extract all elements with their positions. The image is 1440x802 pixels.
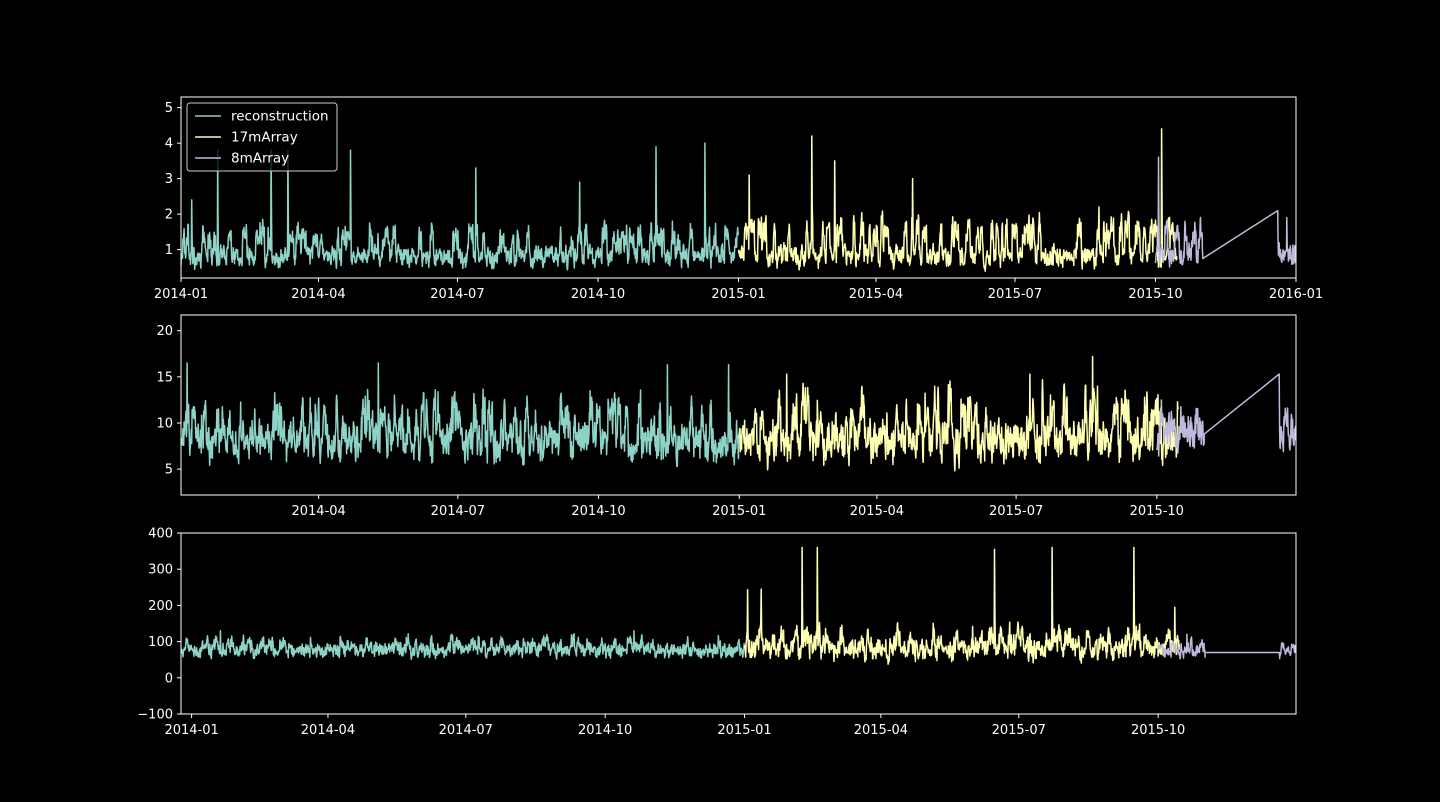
x-tick-label: 2014-01 bbox=[154, 287, 208, 302]
legend-label: reconstruction bbox=[231, 109, 329, 125]
series-line-17mArray bbox=[738, 355, 1179, 472]
series-line-reconstruction bbox=[181, 362, 741, 468]
x-tick-label: 2016-01 bbox=[1269, 287, 1323, 302]
y-tick-label: 400 bbox=[148, 527, 173, 542]
panel-3: −100 0 100 200 300 400 2014-01 2014-04 2014-07 20… bbox=[137, 527, 1297, 738]
series-line-reconstruction bbox=[181, 142, 740, 271]
y-tick-label: 5 bbox=[165, 101, 173, 116]
x-tick-label: 2015-04 bbox=[854, 723, 908, 738]
y-tick-label: 15 bbox=[156, 370, 173, 385]
y-tick-label: 1 bbox=[165, 243, 173, 258]
y-tick-label: 300 bbox=[148, 563, 173, 578]
x-tick-label: 2015-01 bbox=[717, 723, 771, 738]
x-tick-label: 2015-10 bbox=[1130, 504, 1184, 519]
series-line-17mArray bbox=[737, 128, 1178, 272]
y-tick-label: 200 bbox=[148, 599, 173, 614]
panel-2: 5 10 15 20 2014-04 2014-07 2014-10 2015-01 2015-… bbox=[156, 314, 1297, 519]
legend-label: 8mArray bbox=[231, 151, 289, 167]
x-tick-label: 2014-07 bbox=[439, 723, 493, 738]
legend: reconstruction 17mArray 8mArray bbox=[186, 102, 338, 172]
x-tick-label: 2015-04 bbox=[849, 287, 903, 302]
x-tick-label: 2014-07 bbox=[431, 504, 485, 519]
x-tick-label: 2015-10 bbox=[1131, 723, 1185, 738]
y-tick-label: 5 bbox=[165, 463, 173, 478]
x-tick-label: 2015-07 bbox=[992, 723, 1046, 738]
series-line-17mArray bbox=[743, 546, 1181, 665]
x-tick-label: 2015-07 bbox=[989, 504, 1043, 519]
y-tick-label: 4 bbox=[165, 137, 173, 152]
series-line-8mArray bbox=[1154, 156, 1296, 268]
x-tick-label: 2015-10 bbox=[1128, 287, 1182, 302]
x-tick-label: 2014-07 bbox=[430, 287, 484, 302]
y-tick-label: 3 bbox=[165, 172, 173, 187]
x-tick-label: 2014-04 bbox=[291, 287, 345, 302]
x-tick-label: 2014-10 bbox=[578, 723, 632, 738]
y-tick-label: −100 bbox=[137, 708, 173, 723]
y-tick-label: 2 bbox=[165, 208, 173, 223]
series-line-8mArray bbox=[1156, 373, 1296, 457]
x-tick-label: 2015-07 bbox=[988, 287, 1042, 302]
x-tick-label: 2014-04 bbox=[291, 504, 345, 519]
x-tick-label: 2014-10 bbox=[571, 504, 625, 519]
y-tick-label: 20 bbox=[156, 324, 173, 339]
axes-frame bbox=[180, 532, 1297, 715]
legend-box bbox=[186, 102, 338, 172]
x-tick-label: 2014-10 bbox=[571, 287, 625, 302]
x-tick-label: 2014-04 bbox=[301, 723, 355, 738]
x-tick-label: 2014-01 bbox=[164, 723, 218, 738]
axes-frame bbox=[180, 314, 1297, 496]
y-tick-label: 10 bbox=[156, 417, 173, 432]
panel-1: 1 2 3 4 5 2014-01 2014-04 2014-07 2014-10 2015-01… bbox=[154, 96, 1323, 302]
x-tick-label: 2015-01 bbox=[711, 287, 765, 302]
series-line-8mArray bbox=[1157, 633, 1296, 660]
legend-label: 17mArray bbox=[231, 130, 298, 146]
y-tick-label: 100 bbox=[148, 635, 173, 650]
x-tick-label: 2015-01 bbox=[712, 504, 766, 519]
series-line-reconstruction bbox=[181, 629, 745, 661]
y-tick-label: 0 bbox=[165, 671, 173, 686]
x-tick-label: 2015-04 bbox=[850, 504, 904, 519]
